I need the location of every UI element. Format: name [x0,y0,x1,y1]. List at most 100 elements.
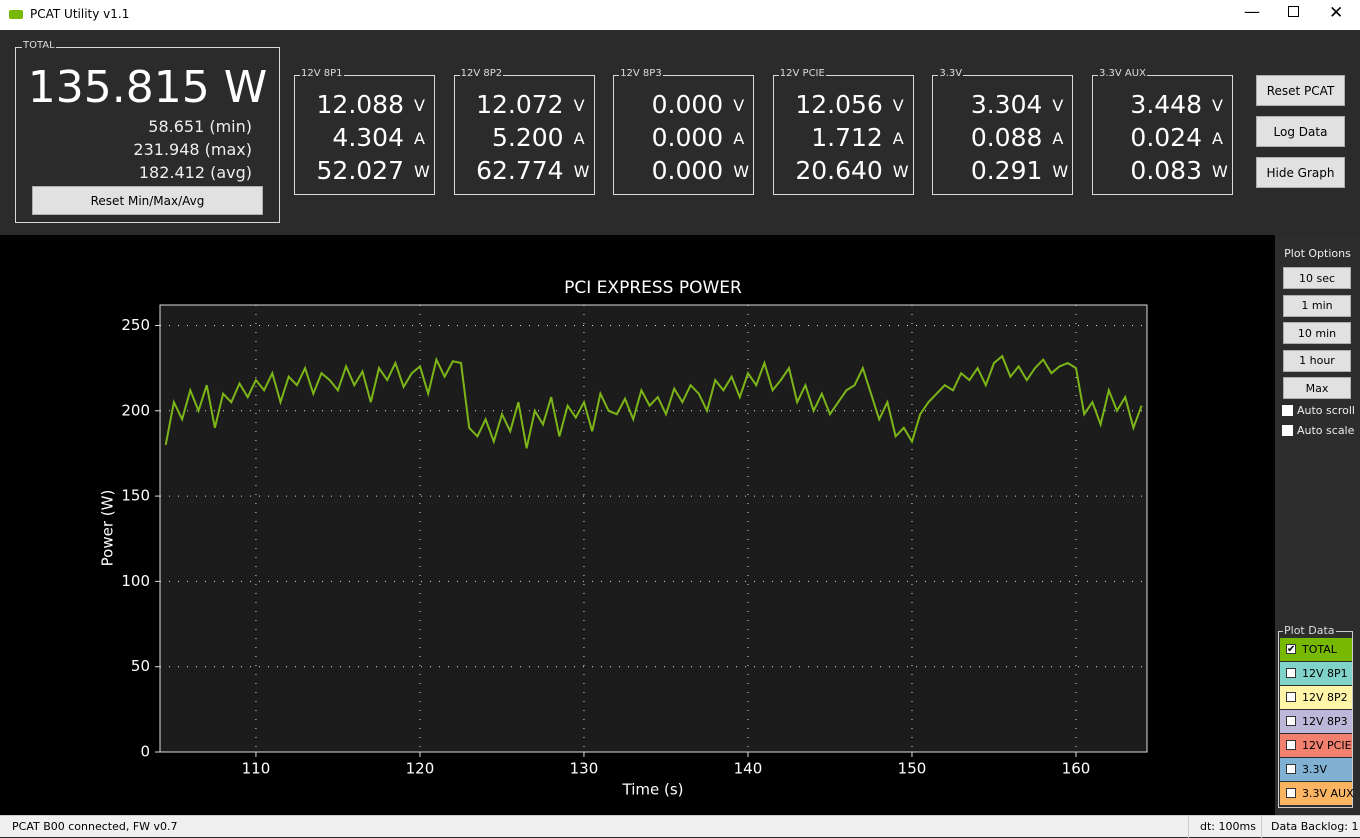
channel-name: 3.3V [938,68,964,79]
reading-value: 0.000 [651,123,724,152]
chart-title: PCI EXPRESS POWER [564,278,742,298]
channel-name: 12V 8P1 [300,68,344,79]
item-label: TOTAL [1302,643,1337,656]
y-tick-label: 250 [121,316,150,334]
plot-data-item[interactable] [1280,710,1352,733]
channel-frame [932,75,1074,195]
action-button[interactable]: Reset PCAT [1256,75,1345,106]
reading-unit: W [733,162,750,181]
reading-value: 3.304 [970,90,1043,119]
item-label: 3.3V AUX [1302,787,1354,800]
item-checkbox[interactable] [1286,764,1296,774]
reading-value: 20.640 [795,156,883,185]
total-panel [15,47,280,223]
reset-min-max-button[interactable]: Reset Min/Max/Avg [32,186,263,215]
action-button[interactable]: Hide Graph [1256,157,1345,188]
reading-value: 0.000 [651,156,724,185]
item-checkbox[interactable] [1286,668,1296,678]
plot-background [159,304,1148,753]
item-label: 12V 8P1 [1302,667,1348,680]
y-tick-label: 50 [131,657,150,675]
reading-unit: A [573,129,585,148]
reading-unit: W [1212,162,1228,181]
checkbox[interactable] [1282,425,1293,436]
channel-name: 12V 8P3 [619,68,663,79]
channel-name: 12V 8P2 [459,68,504,79]
y-tick-label: 150 [121,487,150,505]
item-label: 12V 8P3 [1302,715,1348,728]
reading-unit: A [1212,129,1223,148]
time-range-button[interactable]: 10 min [1283,322,1351,344]
checkbox[interactable] [1282,405,1293,416]
power-line [164,354,1143,449]
time-range-button[interactable]: 1 hour [1283,349,1351,372]
reading-value: 0.000 [651,90,724,119]
total-label: TOTAL [22,40,56,51]
plot-options-title: Plot Options [1284,247,1351,260]
time-range-button[interactable]: 1 min [1283,294,1351,317]
channel-frame [453,75,595,195]
channel-name: 12V PCIE [778,68,826,79]
reading-value: 0.083 [1130,156,1202,185]
reading-value: 12.088 [316,90,404,119]
channel-frame [613,75,755,195]
minimize[interactable]: — [1244,2,1260,21]
item-checkbox[interactable] [1286,716,1296,726]
item-checkbox[interactable] [1286,788,1296,798]
item-checkbox[interactable]: ✔ [1286,644,1296,655]
reading-value: 0.291 [970,156,1043,185]
x-tick-label: 120 [406,760,435,778]
status-connection: PCAT B00 connected, FW v0.7 [12,820,178,833]
window-title: PCAT Utility v1.1 [30,7,130,21]
item-checkbox[interactable] [1286,740,1296,750]
item-label: 12V PCIE [1302,739,1352,752]
status-dt: dt: 100ms [1188,816,1256,838]
time-range-button[interactable]: 10 sec [1283,267,1351,289]
maximize[interactable] [1288,6,1299,17]
plot-data-title: Plot Data [1283,624,1336,637]
reading-value: 52.027 [316,156,404,185]
reading-value: 62.774 [476,156,564,185]
reading-value: 0.088 [970,123,1043,152]
reading-unit: V [1212,96,1223,115]
reading-value: 5.200 [492,123,564,152]
reading-unit: W [414,162,430,181]
x-tick-label: 110 [242,760,271,778]
reading-value: 12.056 [795,90,883,119]
reading-value: 4.304 [332,123,404,152]
status-bar: PCAT B00 connected, FW v0.7 dt: 100ms Da… [0,815,1360,838]
plot-data-item[interactable] [1280,638,1352,661]
reading-unit: W [1052,162,1069,181]
close[interactable]: ✕ [1329,3,1344,23]
reading-unit: W [892,162,909,181]
action-button[interactable]: Log Data [1256,116,1345,147]
x-tick-label: 160 [1062,760,1091,778]
reading-value: 3.448 [1130,90,1202,119]
checkbox-label: Auto scroll [1297,404,1355,417]
y-tick-label: 0 [140,743,150,761]
reading-value: 1.712 [811,123,883,152]
plot-data-item[interactable] [1280,686,1352,709]
x-tick-label: 150 [898,760,927,778]
item-label: 3.3V [1302,763,1328,776]
checkbox-label: Auto scale [1297,424,1355,437]
plot-data-item[interactable] [1280,662,1352,685]
plot-data-item[interactable] [1280,734,1352,757]
y-tick-label: 100 [121,572,150,590]
total-min: 58.651 (min) [148,117,252,136]
time-range-button[interactable]: Max [1283,377,1351,399]
plot-data-item[interactable] [1280,758,1352,781]
reading-unit: A [1052,129,1064,148]
y-axis-label: Power (W) [99,490,117,567]
reading-value: 12.072 [476,90,564,119]
reading-unit: W [573,162,590,181]
reading-unit: A [892,129,904,148]
x-tick-label: 140 [734,760,763,778]
total-value: 135.815 W [27,62,268,113]
item-checkbox[interactable] [1286,692,1296,702]
plot-data-item[interactable] [1280,782,1352,805]
chart: PCI EXPRESS POWER Time (s) Power (W) 0 50… [99,278,1148,799]
reading-unit: V [573,96,585,115]
reading-unit: V [733,96,745,115]
